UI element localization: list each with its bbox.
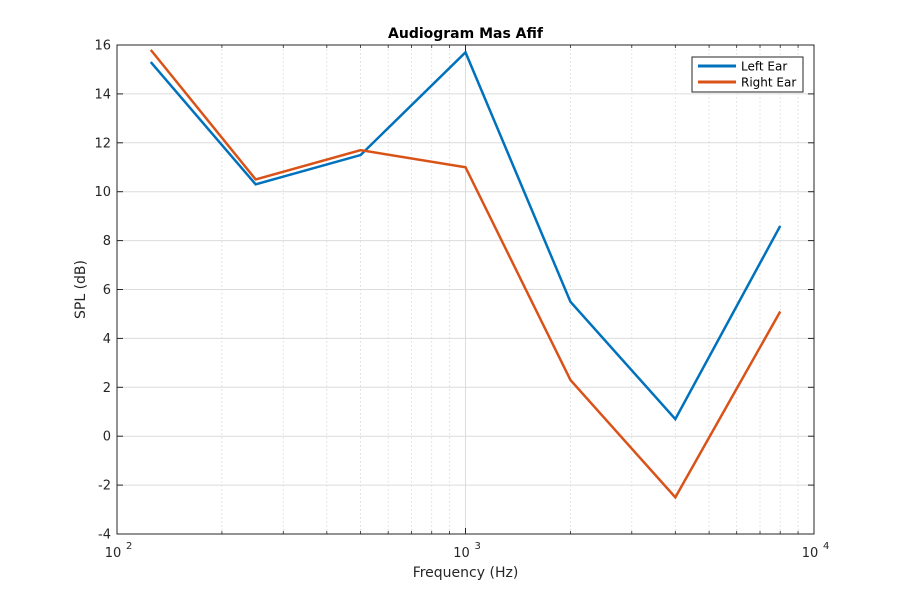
y-tick-label: -2 [98, 479, 111, 494]
y-tick-labels: -4 -2 0 2 4 6 8 10 12 14 16 [94, 39, 111, 543]
y-tick-label: 8 [103, 234, 111, 249]
x-tick-label-exponent: 2 [126, 541, 132, 552]
series-line-right-ear [149, 49, 782, 500]
x-tick-label: 10 [453, 546, 470, 561]
x-axis-title: Frequency (Hz) [413, 565, 519, 581]
legend-label-right-ear: Right Ear [741, 76, 796, 90]
tick-marks [116, 44, 815, 535]
y-tick-label: 14 [94, 87, 111, 102]
x-tick-labels: 10 2 10 3 10 4 [105, 541, 830, 561]
y-tick-label: 12 [94, 136, 111, 151]
x-tick-label: 10 [105, 546, 122, 561]
legend-box [691, 56, 804, 93]
x-tick-label-exponent: 3 [475, 541, 481, 552]
legend-label-left-ear: Left Ear [741, 60, 787, 74]
y-tick-label: 6 [103, 283, 111, 298]
x-tick-label-exponent: 4 [823, 541, 829, 552]
y-axis-title: SPL (dB) [73, 260, 89, 319]
y-tick-label: 10 [94, 185, 111, 200]
y-tick-label: 16 [94, 39, 111, 54]
y-tick-label: 4 [103, 332, 111, 347]
y-tick-label: -4 [98, 528, 111, 543]
series-line-left-ear [149, 50, 782, 422]
series-lines [149, 49, 782, 500]
chart-title: Audiogram Mas Afif [388, 26, 544, 42]
legend: Left Ear Right Ear [691, 56, 804, 93]
x-tick-label: 10 [802, 546, 819, 561]
y-tick-label: 2 [103, 381, 111, 396]
y-tick-label: 0 [103, 430, 111, 445]
